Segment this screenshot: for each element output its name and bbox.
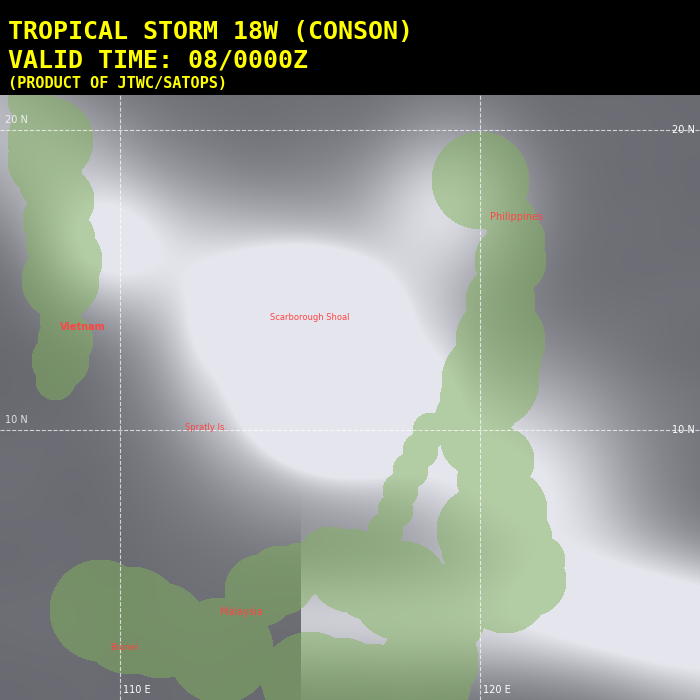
Text: Scarborough Shoal: Scarborough Shoal <box>270 313 349 322</box>
Text: TROPICAL STORM 18W (CONSON): TROPICAL STORM 18W (CONSON) <box>8 20 413 44</box>
Text: 120 E: 120 E <box>483 10 511 20</box>
Text: (PRODUCT OF JTWC/SATOPS): (PRODUCT OF JTWC/SATOPS) <box>8 76 227 91</box>
Text: Philippines: Philippines <box>490 212 543 222</box>
Text: Spratly Is.: Spratly Is. <box>185 423 227 432</box>
Text: 120 E: 120 E <box>483 685 511 695</box>
Text: 110 E: 110 E <box>123 10 150 20</box>
Text: China: China <box>570 5 596 14</box>
Text: 20 N: 20 N <box>672 125 695 135</box>
Text: Brunei: Brunei <box>110 643 138 652</box>
Text: 110 E: 110 E <box>123 685 150 695</box>
Text: 10 N: 10 N <box>672 425 695 435</box>
Text: Vietnam: Vietnam <box>60 322 106 332</box>
Text: VALID TIME: 08/0000Z: VALID TIME: 08/0000Z <box>8 48 308 72</box>
Text: Malaysia: Malaysia <box>220 607 263 617</box>
Text: 10 N: 10 N <box>5 415 28 425</box>
FancyBboxPatch shape <box>0 0 700 95</box>
Text: 20 N: 20 N <box>5 115 28 125</box>
